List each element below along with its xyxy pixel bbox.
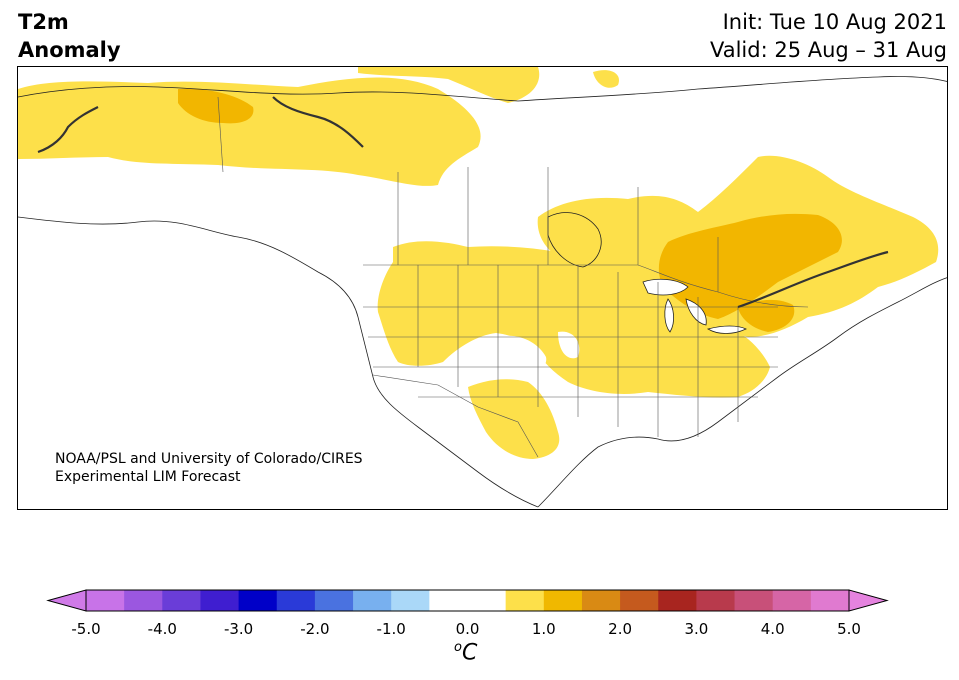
forecast-dates: Init: Tue 10 Aug 2021 Valid: 25 Aug – 31… (710, 8, 947, 64)
anomaly-map (18, 67, 947, 508)
colorbar-segment (353, 590, 392, 611)
colorbar-segment (391, 590, 430, 611)
colorbar-under-arrow (46, 589, 87, 612)
colorbar-tick-label: 3.0 (684, 620, 709, 638)
colorbar-segment (734, 590, 774, 611)
coastline-gulf (537, 277, 947, 508)
title-line-1: T2m (18, 10, 69, 34)
anomaly-region-northwest (18, 77, 481, 186)
coastlines (18, 76, 947, 508)
anomaly-region-quebec (658, 213, 842, 319)
yukon-river (37, 106, 99, 154)
colorbar-segment (467, 590, 507, 611)
us-mexico-border (372, 374, 539, 458)
unit-celsius: C (461, 640, 478, 666)
colorbar-segment (429, 590, 468, 611)
colorbar-segment (86, 590, 125, 611)
colorbar-tick-label: -2.0 (300, 620, 330, 638)
lake-superior (642, 278, 689, 296)
colorbar (46, 589, 889, 612)
lake-erie (706, 325, 747, 334)
colorbar-segment (543, 590, 583, 611)
credit-line-1: NOAA/PSL and University of Colorado/CIRE… (55, 451, 363, 467)
colorbar-tick-label: -3.0 (223, 620, 254, 638)
colorbar-segment (696, 590, 736, 611)
anomaly-region-northeast (738, 299, 795, 332)
colorbar-segment (581, 590, 621, 611)
colorbar-segment (276, 590, 316, 611)
anomaly-gaps (497, 331, 580, 371)
rivers (37, 96, 889, 309)
colorbar-segments (86, 590, 850, 611)
colorbar-segment (162, 590, 201, 611)
coastline-hudson-bay (547, 212, 602, 268)
colorbar-tick-label: 5.0 (837, 620, 861, 638)
colorbar-segment (200, 590, 240, 611)
colorbar-segment (238, 590, 278, 611)
colorbar-tick-label: 4.0 (760, 620, 785, 638)
lake-huron (685, 298, 707, 326)
colorbar-tick-label: -5.0 (71, 620, 101, 638)
colorbar-over-arrow (848, 589, 889, 612)
anomaly-regions-medium (178, 88, 842, 332)
coastline-pacific (18, 216, 539, 508)
colorbar-tick-label: 2.0 (608, 620, 633, 638)
unit-degree: o (454, 640, 462, 655)
anomaly-region-arctic-small (593, 70, 619, 88)
map-credit: NOAA/PSL and University of Colorado/CIRE… (55, 450, 363, 486)
colorbar-segment (124, 590, 163, 611)
neutral-gap-plains (497, 335, 547, 371)
mackenzie-river (272, 96, 364, 148)
colorbar-segment (505, 590, 545, 611)
init-date: Init: Tue 10 Aug 2021 (722, 10, 947, 34)
map-panel: NOAA/PSL and University of Colorado/CIRE… (17, 66, 948, 510)
neutral-gap-texas (558, 331, 580, 359)
colorbar-unit: oC (454, 640, 477, 665)
valid-range: Valid: 25 Aug – 31 Aug (709, 38, 947, 62)
coastline-arctic (18, 76, 947, 102)
colorbar-segment (620, 590, 659, 611)
colorbar-segment (658, 590, 697, 611)
colorbar-tick-label: -1.0 (376, 620, 406, 638)
canada-province-borders (397, 167, 719, 292)
colorbar-tick-label: 1.0 (531, 620, 556, 638)
colorbar-tick-labels: -5.0 -4.0 -3.0 -2.0 -1.0 0.0 1.0 2.0 3.0 4.0 5.0 (0, 620, 959, 640)
st-lawrence-river (737, 250, 889, 309)
colorbar-segment (810, 590, 850, 611)
anomaly-region-central-us (377, 241, 770, 398)
title-line-2: Anomaly (18, 38, 121, 62)
anomaly-region-southwest (468, 379, 560, 459)
credit-line-2: Experimental LIM Forecast (55, 469, 241, 485)
alaska-border (217, 96, 224, 173)
us-state-borders (363, 265, 778, 437)
colorbar-outline (85, 589, 850, 612)
map-title: T2m Anomaly (18, 8, 121, 64)
colorbar-tick-label: 0.0 (455, 620, 480, 638)
great-lakes (642, 278, 747, 334)
colorbar-segment (314, 590, 354, 611)
colorbar-segment (772, 590, 812, 611)
anomaly-region-yukon (178, 88, 254, 124)
political-borders (217, 96, 809, 458)
colorbar-tick-label: -4.0 (147, 620, 177, 638)
anomaly-region-arctic (358, 67, 540, 103)
